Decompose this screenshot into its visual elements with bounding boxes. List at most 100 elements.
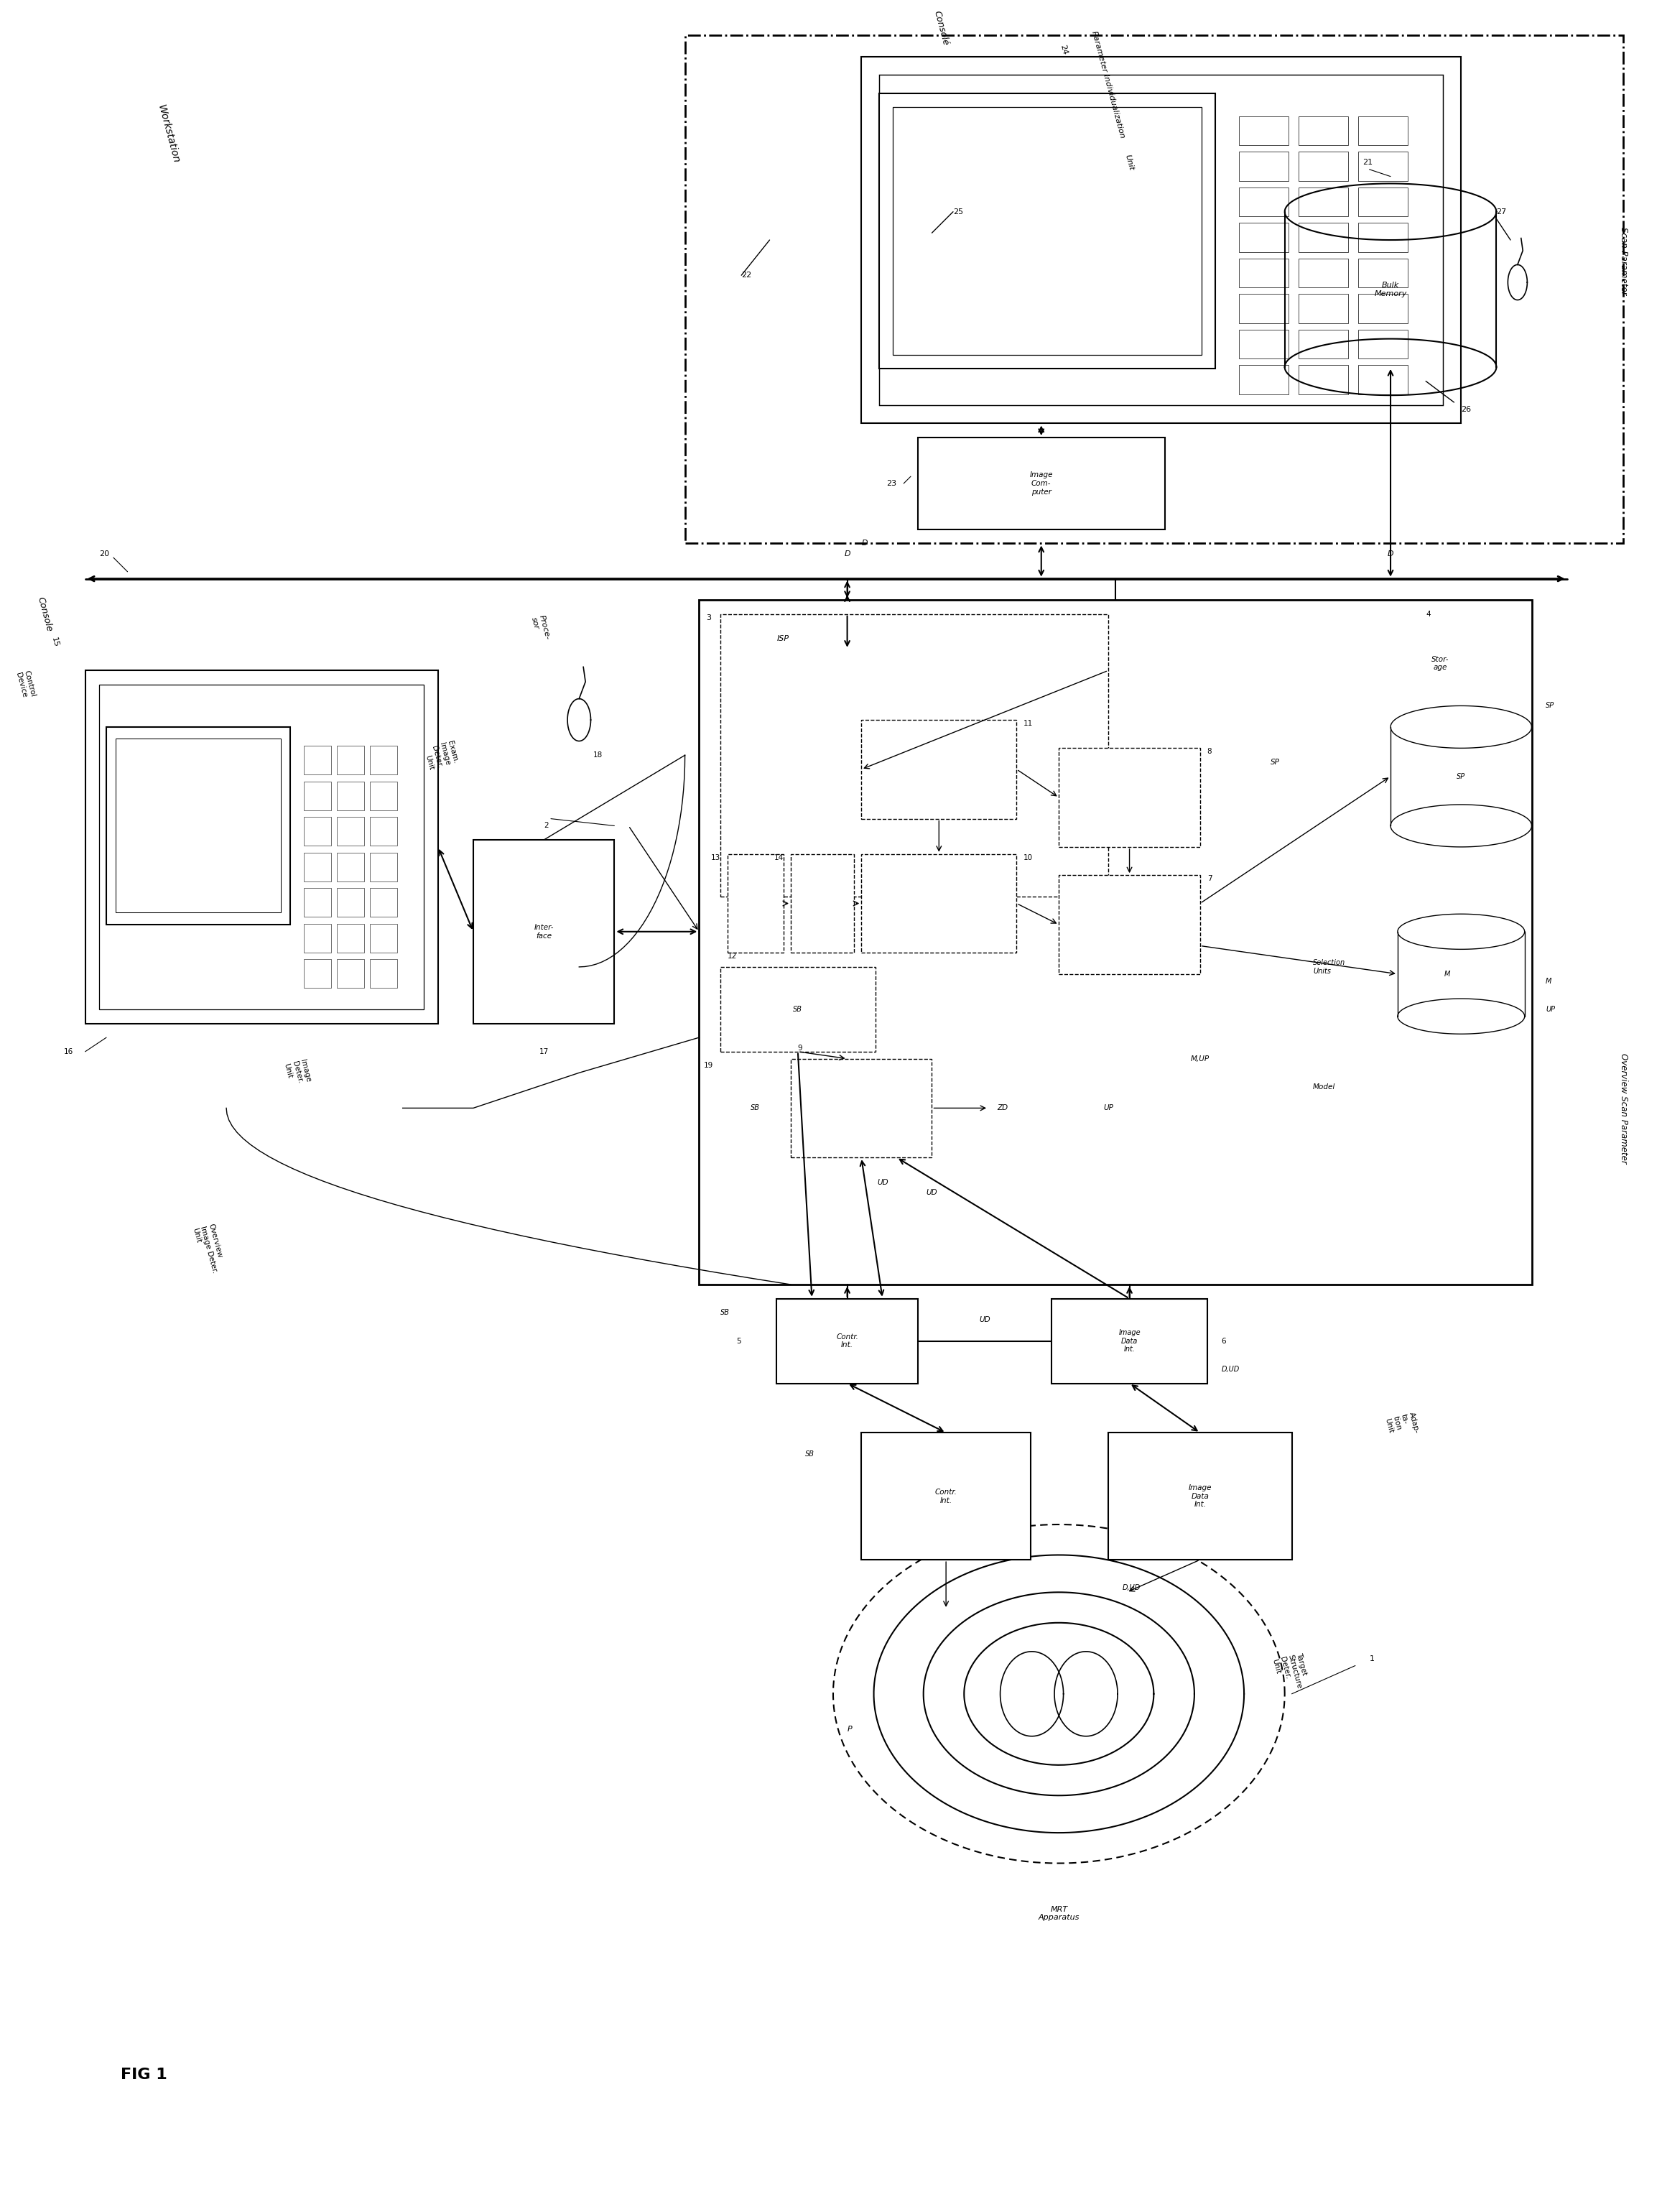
- Bar: [861, 1433, 1030, 1559]
- Bar: [1240, 223, 1288, 252]
- Text: 22: 22: [741, 272, 751, 279]
- Bar: [304, 960, 331, 989]
- Bar: [337, 852, 364, 880]
- Bar: [879, 75, 1443, 405]
- Bar: [304, 852, 331, 880]
- Text: Proce-
sor: Proce- sor: [530, 615, 552, 641]
- Text: 23: 23: [886, 480, 896, 487]
- Bar: [116, 739, 281, 914]
- Bar: [371, 887, 397, 918]
- Bar: [1358, 294, 1408, 323]
- Bar: [1358, 330, 1408, 358]
- Bar: [337, 887, 364, 918]
- Text: 24: 24: [1059, 44, 1069, 55]
- Bar: [100, 686, 424, 1009]
- Bar: [1240, 294, 1288, 323]
- Text: 13: 13: [711, 854, 720, 860]
- Text: Bulk
Memory: Bulk Memory: [1374, 281, 1406, 296]
- Bar: [337, 745, 364, 774]
- Text: Image
Data
Int.: Image Data Int.: [1188, 1484, 1212, 1509]
- Bar: [892, 106, 1202, 354]
- Text: 8: 8: [1207, 748, 1212, 754]
- Bar: [1240, 153, 1288, 181]
- Bar: [1298, 153, 1348, 181]
- Bar: [337, 925, 364, 953]
- Text: Image
Com-
puter: Image Com- puter: [1029, 471, 1054, 495]
- Text: D: D: [861, 540, 868, 546]
- Bar: [371, 745, 397, 774]
- Text: SB: SB: [720, 1310, 730, 1316]
- Bar: [1059, 876, 1200, 973]
- Text: P: P: [848, 1725, 853, 1732]
- Text: 7: 7: [1207, 876, 1212, 883]
- Text: Image
Deter.
Unit: Image Deter. Unit: [283, 1057, 312, 1086]
- Bar: [1358, 153, 1408, 181]
- Text: UP: UP: [1546, 1006, 1556, 1013]
- Bar: [685, 35, 1624, 544]
- Text: 25: 25: [952, 208, 964, 215]
- Text: UD: UD: [979, 1316, 991, 1323]
- Text: M,UP: M,UP: [1190, 1055, 1210, 1062]
- Text: SP: SP: [1546, 701, 1554, 710]
- Bar: [1298, 188, 1348, 217]
- Text: Parameter Individualization: Parameter Individualization: [1090, 31, 1127, 139]
- Bar: [1240, 365, 1288, 394]
- Bar: [1358, 117, 1408, 146]
- Bar: [337, 816, 364, 845]
- Text: 16: 16: [65, 1048, 73, 1055]
- Bar: [1298, 117, 1348, 146]
- Bar: [861, 719, 1017, 818]
- Text: Exam.
Image
Deter.
Unit: Exam. Image Deter. Unit: [422, 739, 459, 770]
- Text: Overview Scan Parameter: Overview Scan Parameter: [1619, 1053, 1629, 1164]
- Bar: [474, 841, 615, 1024]
- Bar: [861, 58, 1461, 422]
- Bar: [304, 887, 331, 918]
- Text: Model: Model: [1313, 1084, 1335, 1091]
- Bar: [371, 925, 397, 953]
- Text: SP: SP: [1270, 759, 1280, 765]
- Text: 6: 6: [1222, 1338, 1227, 1345]
- Bar: [879, 93, 1215, 369]
- Bar: [371, 960, 397, 989]
- Text: 10: 10: [1024, 854, 1034, 860]
- Text: 19: 19: [703, 1062, 713, 1068]
- Text: UP: UP: [1104, 1104, 1114, 1113]
- Text: 17: 17: [538, 1048, 548, 1055]
- Bar: [1240, 330, 1288, 358]
- Text: 21: 21: [1363, 159, 1373, 166]
- Bar: [371, 781, 397, 810]
- Text: D: D: [844, 551, 851, 557]
- Bar: [1358, 188, 1408, 217]
- Bar: [1298, 259, 1348, 288]
- Bar: [720, 967, 876, 1051]
- Bar: [106, 728, 289, 925]
- Text: 27: 27: [1496, 208, 1507, 215]
- Bar: [791, 1060, 932, 1157]
- Text: Adap-
ta-
tion
Unit: Adap- ta- tion Unit: [1383, 1411, 1421, 1440]
- Bar: [1358, 365, 1408, 394]
- Text: FIG 1: FIG 1: [120, 2068, 166, 2081]
- Bar: [728, 854, 784, 953]
- Text: 20: 20: [100, 551, 110, 557]
- Bar: [304, 745, 331, 774]
- Text: Stor-
age: Stor- age: [1431, 655, 1449, 670]
- Bar: [371, 816, 397, 845]
- Text: D,UD: D,UD: [1222, 1365, 1240, 1374]
- Text: Consolé: Consolé: [932, 9, 951, 46]
- Bar: [304, 781, 331, 810]
- Bar: [304, 816, 331, 845]
- Text: 12: 12: [728, 953, 736, 960]
- Bar: [776, 1298, 917, 1382]
- Bar: [917, 438, 1165, 529]
- Text: SP: SP: [1456, 772, 1466, 781]
- Text: Selection
Units: Selection Units: [1313, 960, 1345, 975]
- Bar: [337, 781, 364, 810]
- Text: Image
Data
Int.: Image Data Int.: [1119, 1329, 1140, 1354]
- Bar: [1298, 223, 1348, 252]
- Text: D,UD: D,UD: [1122, 1584, 1140, 1593]
- Bar: [700, 599, 1532, 1285]
- Bar: [304, 925, 331, 953]
- Bar: [1240, 188, 1288, 217]
- Text: 14: 14: [774, 854, 784, 860]
- Bar: [85, 670, 439, 1024]
